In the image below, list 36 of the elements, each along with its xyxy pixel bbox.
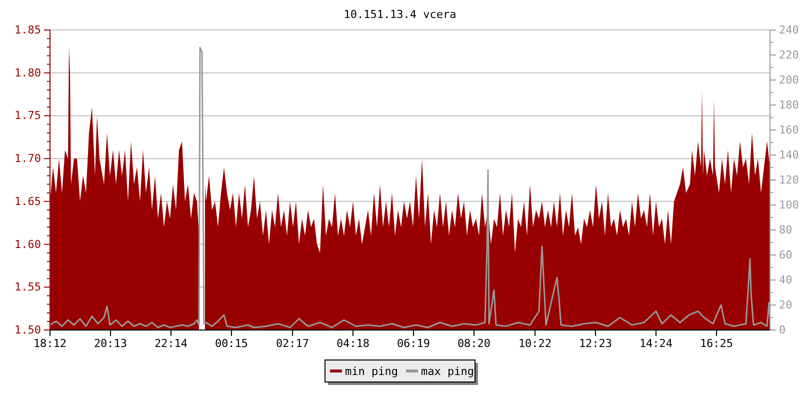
y2-tick-label: 80 xyxy=(779,224,792,237)
y2-tick-label: 60 xyxy=(779,248,792,262)
y2-tick-label: 140 xyxy=(779,148,799,162)
x-tick-label: 18:12 xyxy=(33,336,67,350)
chart-title: 10.151.13.4 vcera xyxy=(344,8,456,21)
y2-tick-label: 0 xyxy=(779,324,786,337)
y2-tick-label: 180 xyxy=(779,98,799,112)
y2-tick-label: 220 xyxy=(779,48,799,62)
y-tick-label: 1.65 xyxy=(14,194,41,208)
y-tick-label: 1.50 xyxy=(14,324,41,337)
legend-label: max ping xyxy=(420,365,474,378)
x-tick-label: 06:19 xyxy=(396,336,430,350)
x-tick-label: 00:15 xyxy=(214,336,248,350)
y-tick-label: 1.85 xyxy=(14,24,41,37)
x-tick-label: 22:14 xyxy=(154,336,188,350)
x-tick-label: 14:24 xyxy=(639,336,673,350)
y2-tick-label: 40 xyxy=(779,274,792,287)
x-tick-label: 12:23 xyxy=(578,336,612,350)
x-tick-label: 16:25 xyxy=(700,336,734,350)
y2-tick-label: 160 xyxy=(779,124,799,137)
y-tick-label: 1.75 xyxy=(14,109,41,122)
y-tick-label: 1.70 xyxy=(14,152,41,166)
legend-label: min ping xyxy=(345,365,398,378)
x-tick-label: 08:20 xyxy=(457,336,491,350)
x-tick-label: 02:17 xyxy=(276,336,310,350)
y-tick-label: 1.55 xyxy=(14,280,41,294)
y-tick-label: 1.60 xyxy=(14,238,41,251)
y2-tick-label: 240 xyxy=(779,24,799,37)
y2-tick-label: 20 xyxy=(779,298,792,312)
x-tick-label: 20:13 xyxy=(94,336,128,350)
x-tick-label: 10:22 xyxy=(518,336,552,350)
y2-tick-label: 200 xyxy=(779,74,799,87)
y-tick-label: 1.80 xyxy=(14,66,41,80)
y2-tick-label: 120 xyxy=(779,174,799,187)
y2-tick-label: 100 xyxy=(779,198,799,212)
x-tick-label: 04:18 xyxy=(336,336,370,350)
